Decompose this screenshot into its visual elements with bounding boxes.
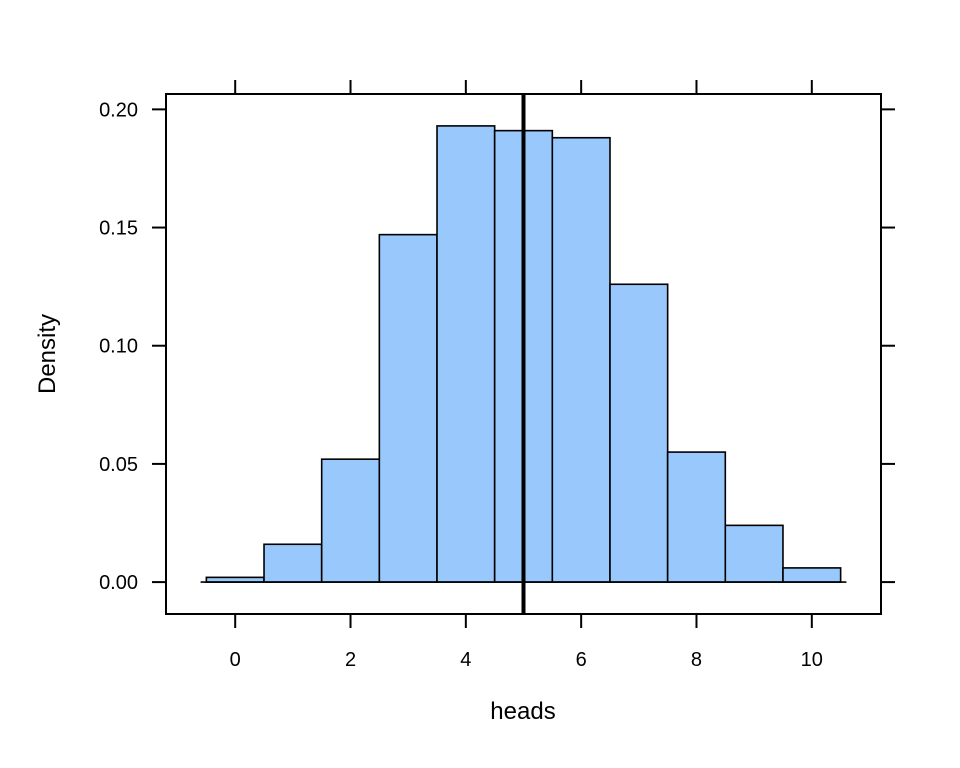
histogram-bar-3 <box>378 233 438 583</box>
y-tick-labels: 0.00 0.05 0.10 0.15 0.20 <box>99 99 138 594</box>
y-tick-label: 0.00 <box>99 572 138 594</box>
histogram-bar-1 <box>263 543 323 583</box>
plot-panel <box>165 93 882 615</box>
histogram-bar-6 <box>551 136 611 583</box>
histogram-bar-4 <box>436 125 496 583</box>
x-tick-label: 6 <box>576 649 587 671</box>
x-tick-label: 10 <box>801 649 823 671</box>
histogram-bar-8 <box>666 451 727 583</box>
x-axis-title: heads <box>490 698 555 725</box>
x-tick-labels: 0 2 4 6 8 10 <box>230 649 823 671</box>
histogram-bar-2 <box>320 458 381 583</box>
axis-ticks <box>152 80 895 628</box>
y-tick-label: 0.05 <box>99 454 138 476</box>
x-tick-label: 4 <box>460 649 471 671</box>
y-axis-title: Density <box>34 314 61 394</box>
histogram-bar-10 <box>782 567 842 583</box>
histogram-bar-7 <box>609 283 669 583</box>
y-tick-label: 0.15 <box>99 218 138 240</box>
x-tick-label: 8 <box>691 649 702 671</box>
y-tick-label: 0.20 <box>99 99 138 121</box>
y-tick-label: 0.10 <box>99 336 138 358</box>
x-tick-label: 2 <box>345 649 356 671</box>
x-tick-label: 0 <box>230 649 241 671</box>
histogram-bar-9 <box>724 524 784 583</box>
